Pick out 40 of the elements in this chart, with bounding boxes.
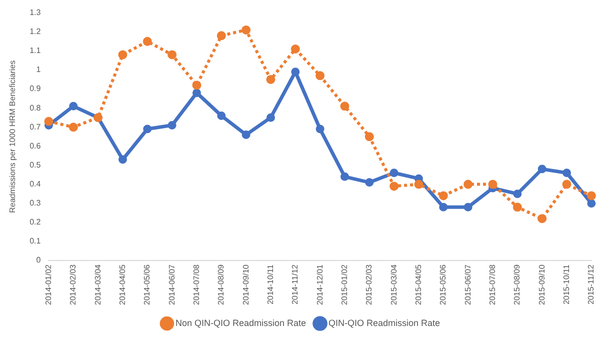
x-tick-label: 2014-05/06 bbox=[142, 264, 152, 306]
y-tick-label: 0.6 bbox=[30, 141, 42, 150]
y-tick-label: 1.3 bbox=[30, 8, 42, 18]
y-tick-label: 0.9 bbox=[30, 84, 42, 94]
x-tick-label: 2015-02/03 bbox=[364, 264, 374, 306]
x-tick-label: 2014-11/12 bbox=[290, 264, 300, 304]
x-tick-label: 2015-09/10 bbox=[537, 264, 546, 306]
y-axis-title: Readmissions per 1000 HRM Beneficiaries bbox=[8, 60, 18, 213]
x-tick-label: 2015-03/04 bbox=[389, 264, 398, 306]
x-tick-label: 2015-06/07 bbox=[463, 264, 472, 306]
x-tick-label: 2014-03/04 bbox=[93, 264, 102, 306]
y-tick-label: 1 bbox=[36, 65, 42, 74]
y-tick-label: 0.7 bbox=[30, 122, 42, 132]
y-tick-label: 0.1 bbox=[30, 236, 42, 246]
x-tick-label: 2014-07/08 bbox=[192, 264, 201, 306]
x-tick-label: 2015-05/06 bbox=[438, 264, 448, 306]
legend-label: Non QIN-QIO Readmission Rate bbox=[175, 318, 306, 328]
x-tick-label: 2014-12/01 bbox=[315, 264, 324, 306]
x-tick-label: 2015-11/12 bbox=[586, 264, 596, 304]
legend-label: QIN-QIO Readmission Rate bbox=[328, 318, 440, 328]
x-tick-label: 2015-04/05 bbox=[414, 264, 423, 306]
y-tick-label: 1.1 bbox=[30, 46, 42, 56]
y-tick-label: 0.5 bbox=[30, 160, 42, 170]
x-tick-label: 2014-09/10 bbox=[241, 264, 250, 306]
x-tick-label: 2014-04/05 bbox=[118, 264, 127, 306]
x-tick-label: 2014-01/02 bbox=[44, 264, 53, 306]
y-tick-label: 0.4 bbox=[30, 180, 42, 188]
x-tick-label: 2014-10/11 bbox=[266, 264, 275, 304]
x-tick-label: 2014-02/03 bbox=[68, 264, 78, 306]
x-tick-label: 2014-08/09 bbox=[216, 264, 226, 306]
x-tick-label: 2015-08/09 bbox=[512, 264, 522, 306]
x-tick-label: 2015-01/02 bbox=[340, 264, 349, 306]
x-tick-label: 2014-06/07 bbox=[167, 264, 176, 306]
y-tick-label: 0 bbox=[36, 256, 42, 265]
y-tick-label: 0.3 bbox=[30, 198, 42, 208]
y-tick-label: 1.2 bbox=[30, 27, 42, 36]
y-tick-label: 0.8 bbox=[30, 103, 42, 112]
y-tick-label: 0.2 bbox=[30, 218, 42, 227]
x-tick-label: 2015-10/11 bbox=[562, 264, 571, 304]
x-tick-label: 2015-07/08 bbox=[488, 264, 497, 306]
